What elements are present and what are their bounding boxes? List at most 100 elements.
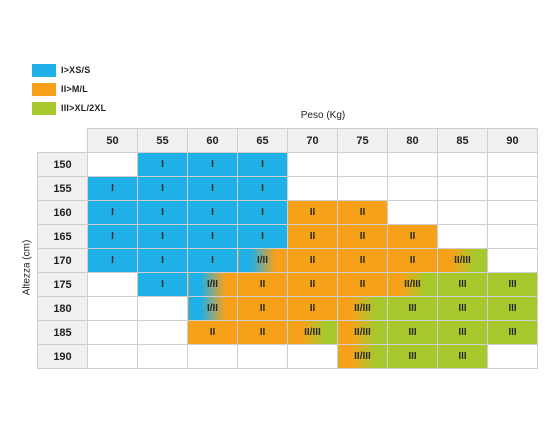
row-header-height: 170 (37, 248, 88, 273)
size-cell: I (187, 248, 238, 273)
row-header-height: 165 (37, 224, 88, 249)
size-cell (337, 176, 388, 201)
size-cell (487, 344, 538, 369)
size-cell (287, 176, 338, 201)
size-cell: II/III (287, 320, 338, 345)
size-cell (487, 152, 538, 177)
size-cell (287, 152, 338, 177)
size-cell: I (137, 200, 188, 225)
size-cell: II (287, 296, 338, 321)
size-cell: I/II (237, 248, 288, 273)
size-cell: II (387, 248, 438, 273)
size-cell: II (287, 272, 338, 297)
size-cell: I (187, 224, 238, 249)
y-axis-label: Altezza (cm) (21, 239, 33, 296)
legend-label-size-3: III>XL/2XL (61, 103, 107, 113)
legend-item-size-3: III>XL/2XL (32, 100, 106, 116)
size-cell: III (437, 296, 488, 321)
size-cell: II (337, 272, 388, 297)
size-cell: I (137, 224, 188, 249)
size-cell: II (237, 272, 288, 297)
size-cell: II/III (387, 272, 438, 297)
size-cell: I (87, 176, 138, 201)
legend: I>XS/S II>M/L III>XL/2XL (32, 62, 106, 119)
size-cell: II/III (437, 248, 488, 273)
size-cell: I (237, 152, 288, 177)
row-header-height: 150 (37, 152, 88, 177)
size-cell: I (87, 248, 138, 273)
legend-swatch-size-3 (32, 101, 56, 115)
row-header-height: 175 (37, 272, 88, 297)
size-cell: III (437, 272, 488, 297)
table-row: 160 I I I I II II (37, 200, 538, 225)
column-header-weight: 55 (137, 128, 188, 153)
size-cell: II/III (337, 320, 388, 345)
x-axis-label: Peso (Kg) (300, 110, 346, 121)
size-cell: II (387, 224, 438, 249)
size-cell: I/II (187, 272, 238, 297)
legend-swatch-size-2 (32, 82, 56, 96)
size-cell: I (87, 224, 138, 249)
size-cell: I/II (187, 296, 238, 321)
table-row: 185 II II II/III II/III III III III (37, 320, 538, 345)
size-cell (437, 152, 488, 177)
size-cell: I (237, 176, 288, 201)
size-cell (137, 344, 188, 369)
size-cell (437, 200, 488, 225)
size-cell: II (337, 200, 388, 225)
size-cell (87, 272, 138, 297)
size-cell (487, 176, 538, 201)
table-row: 155 I I I I (37, 176, 538, 201)
row-header-height: 155 (37, 176, 88, 201)
column-header-weight: 75 (337, 128, 388, 153)
size-cell: II (237, 296, 288, 321)
size-cell: III (387, 296, 438, 321)
size-cell (387, 176, 438, 201)
size-cell: I (137, 272, 188, 297)
column-header-weight: 90 (487, 128, 538, 153)
size-cell: II (237, 320, 288, 345)
size-cell (137, 296, 188, 321)
size-cell (87, 320, 138, 345)
column-header-weight: 50 (87, 128, 138, 153)
table-row: 165 I I I I II II II (37, 224, 538, 249)
legend-label-size-2: II>M/L (61, 84, 88, 94)
size-cell (487, 200, 538, 225)
size-cell: I (187, 152, 238, 177)
size-cell: II (287, 224, 338, 249)
table-row: 180 I/II II II II/III III III III (37, 296, 538, 321)
size-cell (87, 152, 138, 177)
size-cell (137, 320, 188, 345)
size-cell: I (187, 176, 238, 201)
size-cell (337, 152, 388, 177)
size-cell (487, 224, 538, 249)
size-cell (87, 296, 138, 321)
size-chart-table: 50 55 60 65 70 75 80 85 90 150 I I I 155 I I I I 160 I I I I II… (37, 128, 538, 369)
size-cell (387, 200, 438, 225)
table-row: 170 I I I I/II II II II II/III (37, 248, 538, 273)
legend-item-size-1: I>XS/S (32, 62, 106, 78)
size-cell: III (387, 320, 438, 345)
size-cell: I (137, 176, 188, 201)
size-cell: III (437, 344, 488, 369)
size-cell (437, 176, 488, 201)
size-cell: I (237, 224, 288, 249)
size-cell: II (337, 248, 388, 273)
legend-swatch-size-1 (32, 63, 56, 77)
size-cell: I (137, 152, 188, 177)
size-cell: III (487, 296, 538, 321)
size-cell: II/III (337, 296, 388, 321)
size-cell: I (187, 200, 238, 225)
column-header-weight: 65 (237, 128, 288, 153)
size-cell (437, 224, 488, 249)
row-header-height: 185 (37, 320, 88, 345)
row-header-height: 180 (37, 296, 88, 321)
size-cell: II (287, 200, 338, 225)
size-cell (237, 344, 288, 369)
legend-item-size-2: II>M/L (32, 81, 106, 97)
size-cell (287, 344, 338, 369)
size-cell: I (137, 248, 188, 273)
column-header-weight: 85 (437, 128, 488, 153)
table-row: 175 I I/II II II II II/III III III (37, 272, 538, 297)
column-header-weight: 80 (387, 128, 438, 153)
